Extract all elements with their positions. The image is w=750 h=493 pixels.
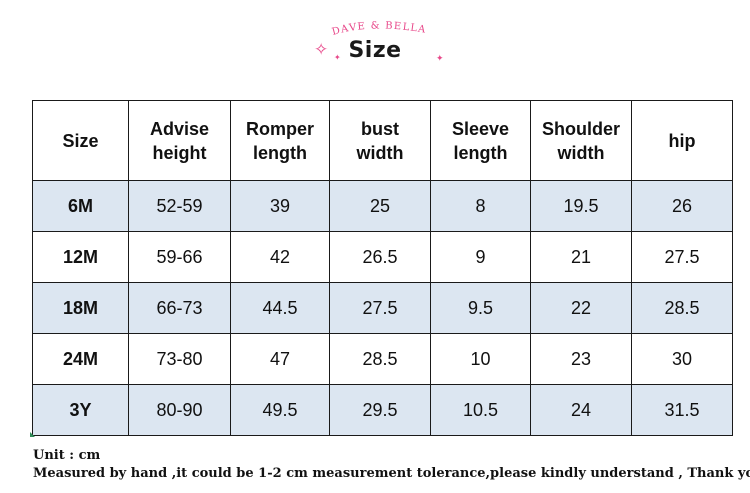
table-cell: 25 [329,180,431,232]
table-cell: 9 [430,231,531,283]
table-cell: 30 [631,333,733,385]
unit-note: Unit : cm [33,448,101,463]
table-cell: 23 [530,333,632,385]
header-romper-length: Romper length [230,100,330,181]
table-cell: 21 [530,231,632,283]
header-row: Size Advise height Romper length bust width… [32,100,733,181]
table-cell: 29.5 [329,384,431,436]
table-cell: 42 [230,231,330,283]
table-cell: 31.5 [631,384,733,436]
header-shoulder-width: Shoulder width [530,100,632,181]
table-row: 6M 52-59 39 25 8 19.5 26 [32,180,733,232]
table-cell: 80-90 [128,384,231,436]
sparkle-icon: ✧ [314,40,329,60]
size-cell: 12M [32,231,129,283]
table-cell: 66-73 [128,282,231,334]
table-cell: 49.5 [230,384,330,436]
size-cell: 18M [32,282,129,334]
table-cell: 22 [530,282,632,334]
table-cell: 44.5 [230,282,330,334]
table-cell: 39 [230,180,330,232]
size-cell: 24M [32,333,129,385]
sparkle-right-icon: ✦ [436,54,444,64]
table-cell: 9.5 [430,282,531,334]
svg-text:DAVE & BELLA: DAVE & BELLA [331,20,427,37]
brand-name: DAVE & BELLA [331,20,426,37]
size-cell: 3Y [32,384,129,436]
table-cell: 26 [631,180,733,232]
table-row: 3Y 80-90 49.5 29.5 10.5 24 31.5 [32,384,733,436]
table-row: 18M 66-73 44.5 27.5 9.5 22 28.5 [32,282,733,334]
tolerance-note: Measured by hand ,it could be 1-2 cm mea… [33,466,750,481]
table-cell: 73-80 [128,333,231,385]
table-cell: 26.5 [329,231,431,283]
sparkle-small-icon: ✦ [334,53,341,62]
table-cell: 47 [230,333,330,385]
corner-mark [30,432,35,437]
table-cell: 28.5 [631,282,733,334]
table-cell: 10 [430,333,531,385]
table-row: 12M 59-66 42 26.5 9 21 27.5 [32,231,733,283]
page-title: Size [348,38,402,63]
table-cell: 10.5 [430,384,531,436]
header-size: Size [32,100,129,181]
brand-logo: DAVE & BELLA [331,20,427,37]
table-row: 24M 73-80 47 28.5 10 23 30 [32,333,733,385]
table-cell: 52-59 [128,180,231,232]
header-hip: hip [631,100,733,181]
notes: Unit : cm Measured by hand ,it could be … [33,447,750,483]
header-sleeve-length: Sleeve length [430,100,531,181]
table-cell: 59-66 [128,231,231,283]
table-cell: 28.5 [329,333,431,385]
table-cell: 27.5 [631,231,733,283]
table-cell: 19.5 [530,180,632,232]
header-bust-width: bust width [329,100,431,181]
table-cell: 24 [530,384,632,436]
size-chart-table: Size Advise height Romper length bust width… [32,100,733,436]
table-cell: 27.5 [329,282,431,334]
table-cell: 8 [430,180,531,232]
header-advise-height: Advise height [128,100,231,181]
size-cell: 6M [32,180,129,232]
brand-header: DAVE & BELLA [0,0,750,80]
